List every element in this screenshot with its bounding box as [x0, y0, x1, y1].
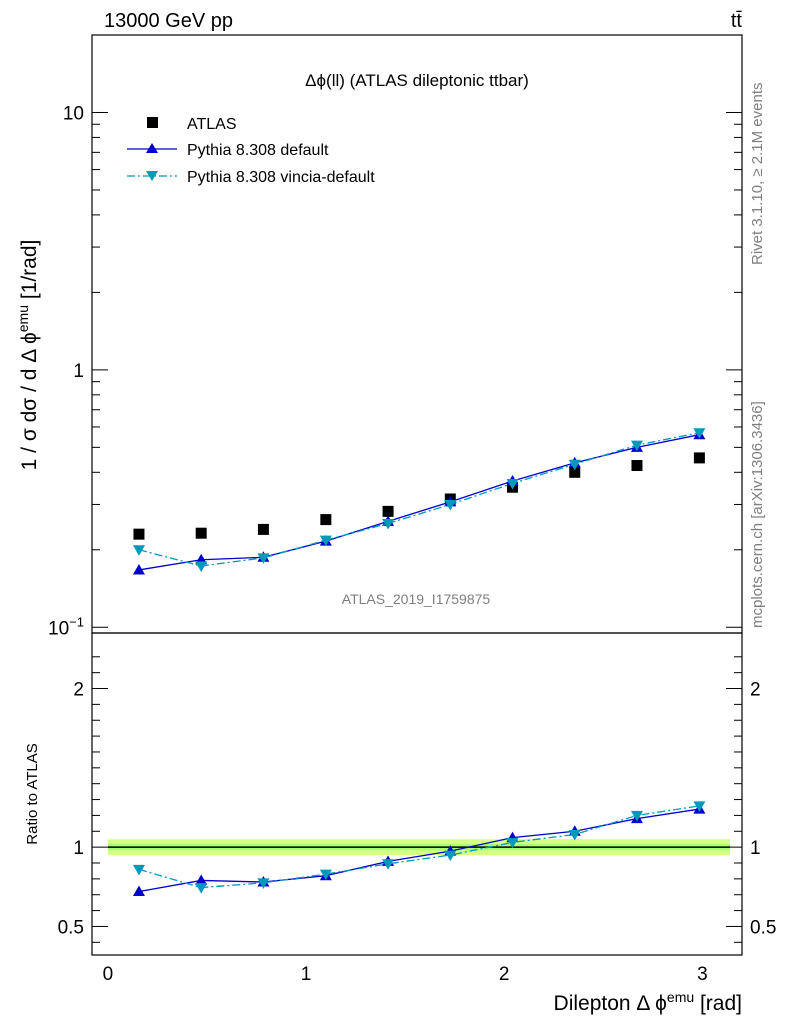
x-tick-label: 2 — [499, 964, 510, 985]
x-axis-label-sup: emu — [667, 989, 694, 1005]
main-point-pythia-8-308-vincia-default — [132, 545, 145, 556]
x-axis-label: Dilepton Δ ϕemu [rad] — [554, 989, 742, 1015]
header-right: tt̄ — [731, 10, 743, 32]
main-line-pythia-8-308-default — [138, 434, 700, 571]
ratio-y-axis-label: Ratio to ATLAS — [24, 743, 41, 844]
main-series-pythia-8-308-vincia-default — [132, 428, 706, 572]
ratio-point-pythia-8-308-vincia-default — [382, 859, 395, 870]
legend-label-atlas: ATLAS — [187, 116, 237, 133]
main-series-atlas — [133, 452, 705, 540]
ratio-series-pythia-8-308-default — [132, 803, 706, 897]
main-y-axis-label-unit: [1/rad] — [18, 240, 41, 305]
legend: ATLAS Pythia 8.308 default Pythia 8.308 … — [127, 116, 375, 186]
x-tick-label: 0 — [103, 964, 114, 985]
ratio-point-pythia-8-308-vincia-default — [257, 878, 270, 889]
main-y-tick-label: 1 — [73, 361, 84, 382]
main-point-atlas — [133, 528, 145, 540]
main-y-tick-label: 10−1 — [48, 614, 84, 639]
ratio-y-tick-label-right: 1 — [750, 838, 761, 859]
main-point-pythia-8-308-vincia-default — [568, 459, 581, 471]
main-point-pythia-8-308-vincia-default — [319, 535, 332, 547]
legend-label-vincia: Pythia 8.308 vincia-default — [187, 169, 375, 186]
main-point-atlas — [693, 452, 705, 464]
main-y-axis-label-text: 1 / σ dσ / d Δ ϕ — [18, 332, 41, 470]
legend-marker-default — [146, 143, 158, 153]
ratio-y-tick-label: 1 — [73, 838, 84, 859]
ratio-line-pythia-8-308-vincia-default — [138, 805, 700, 889]
ratio-point-pythia-8-308-vincia-default — [506, 837, 519, 849]
x-tick-label: 3 — [697, 964, 708, 985]
header-left: 13000 GeV pp — [104, 10, 233, 32]
ratio-series-pythia-8-308-vincia-default — [132, 801, 706, 894]
ratio-point-pythia-8-308-vincia-default — [444, 850, 457, 862]
x-axis-label-text: Dilepton Δ ϕ — [554, 992, 667, 1015]
side-label-mcplots: mcplots.cern.ch [arXiv:1306.3436] — [749, 401, 766, 628]
ratio-point-pythia-8-308-vincia-default — [132, 864, 145, 876]
main-point-pythia-8-308-vincia-default — [693, 428, 706, 439]
ratio-point-pythia-8-308-vincia-default — [195, 883, 208, 894]
main-line-pythia-8-308-vincia-default — [138, 432, 700, 567]
main-point-pythia-8-308-default — [132, 563, 145, 575]
x-tick-label: 1 — [301, 964, 312, 985]
main-point-pythia-8-308-vincia-default — [195, 561, 208, 572]
main-point-pythia-8-308-vincia-default — [444, 499, 457, 511]
ratio-point-pythia-8-308-vincia-default — [693, 801, 706, 812]
main-y-axis-label-sup: emu — [15, 305, 31, 332]
ratio-line-pythia-8-308-default — [138, 808, 700, 893]
main-point-atlas — [320, 514, 332, 526]
ratio-point-pythia-8-308-default — [195, 874, 208, 885]
main-y-tick-label: 10 — [63, 103, 84, 124]
ratio-series-group — [132, 801, 706, 897]
main-point-pythia-8-308-vincia-default — [630, 440, 643, 452]
chart-title: Δϕ(ll) (ATLAS dileptonic ttbar) — [305, 71, 529, 90]
ratio-panel-frame — [91, 632, 743, 956]
ratio-y-tick-label: 0.5 — [58, 917, 84, 938]
legend-marker-vincia — [146, 171, 158, 181]
ratio-axis-ticks: 0.5 0.5 1 1 2 2 — [58, 656, 776, 943]
main-point-pythia-8-308-vincia-default — [257, 553, 270, 564]
main-point-atlas — [631, 460, 643, 472]
ratio-point-pythia-8-308-default — [132, 885, 145, 897]
main-axis-ticks: 10−1 1 10 0 1 2 3 — [48, 34, 742, 985]
legend-label-default: Pythia 8.308 default — [187, 142, 329, 159]
analysis-watermark: ATLAS_2019_I1759875 — [342, 591, 491, 607]
main-point-atlas — [257, 523, 269, 535]
ratio-y-tick-label: 2 — [73, 680, 84, 701]
main-y-axis-label: 1 / σ dσ / d Δ ϕemu [1/rad] — [15, 240, 41, 471]
ratio-point-pythia-8-308-vincia-default — [568, 829, 581, 841]
main-point-atlas — [195, 527, 207, 539]
side-label-rivet: Rivet 3.1.10, ≥ 2.1M events — [749, 83, 766, 266]
main-series-group — [132, 428, 706, 575]
legend-marker-atlas — [147, 117, 158, 128]
main-point-atlas — [569, 466, 581, 478]
main-point-pythia-8-308-vincia-default — [382, 519, 395, 530]
main-point-atlas — [382, 505, 394, 517]
x-axis-label-unit: [rad] — [694, 992, 742, 1015]
ratio-point-pythia-8-308-vincia-default — [319, 869, 332, 881]
ratio-point-pythia-8-308-vincia-default — [630, 810, 643, 822]
ratio-y-tick-label-right: 0.5 — [750, 917, 776, 938]
main-point-pythia-8-308-vincia-default — [506, 478, 519, 490]
ratio-y-tick-label-right: 2 — [750, 680, 761, 701]
